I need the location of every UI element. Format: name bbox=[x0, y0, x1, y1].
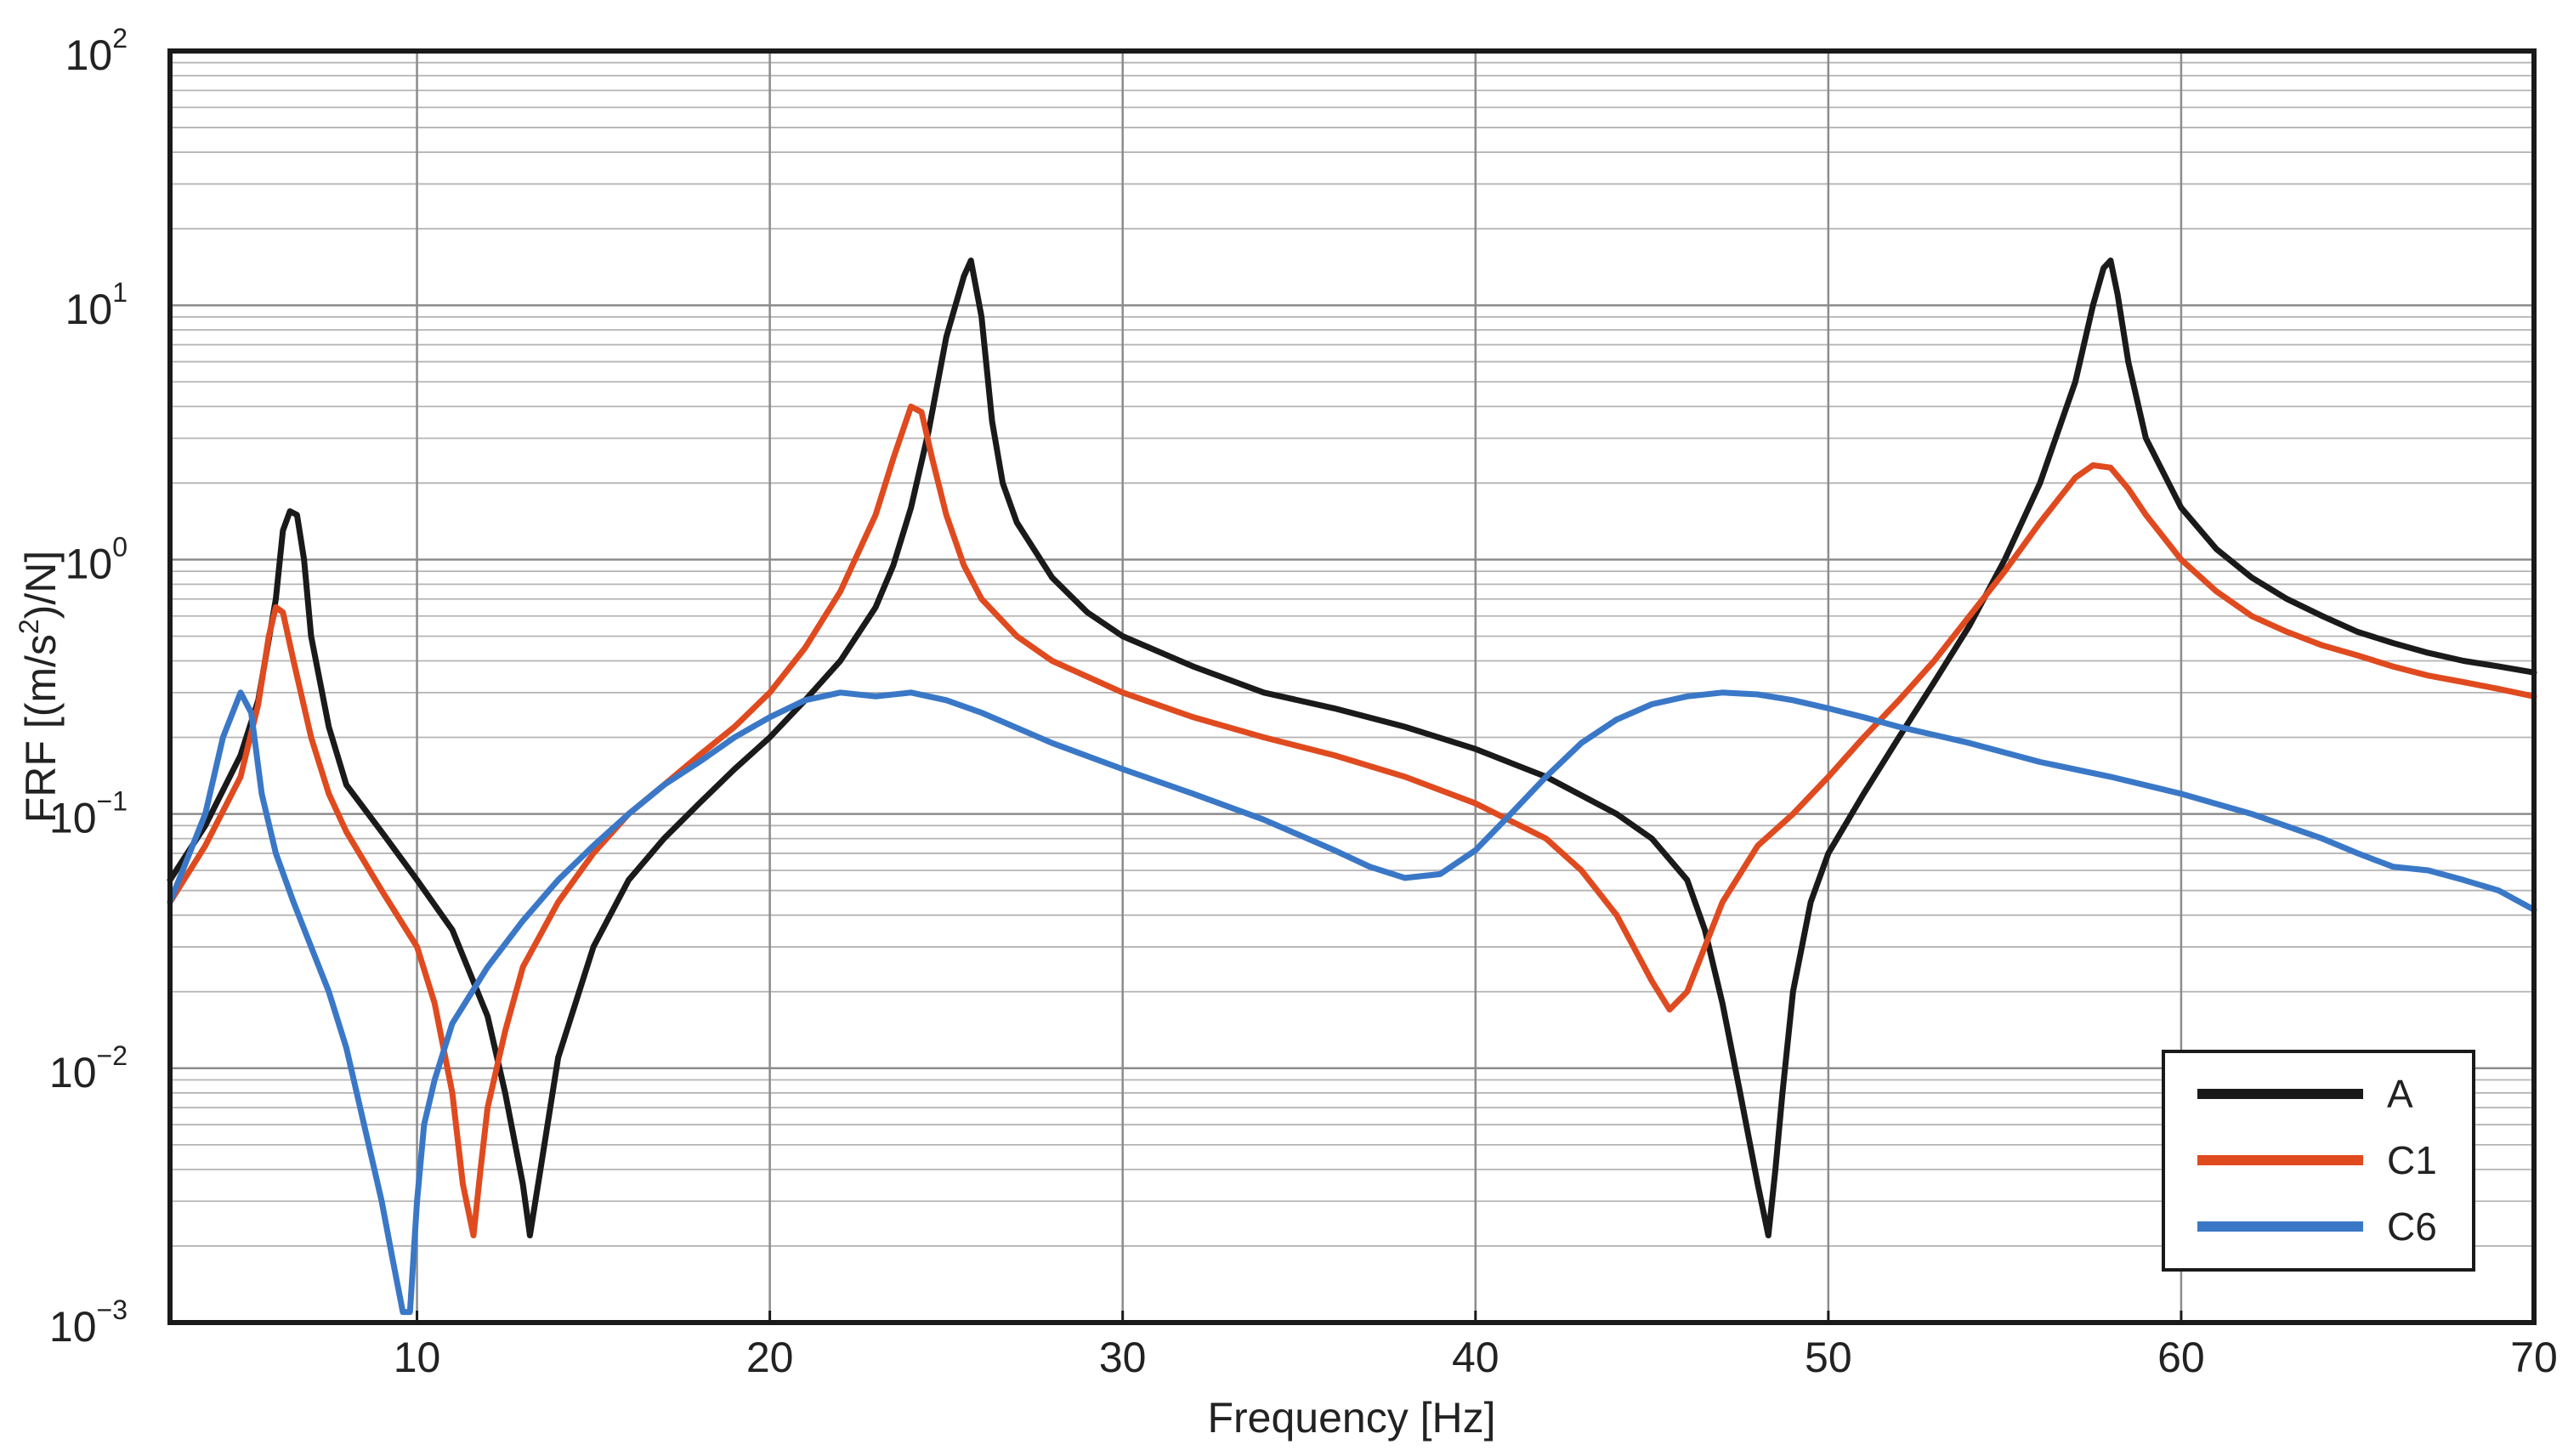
y-tick-label: 10−3 bbox=[49, 1295, 128, 1351]
y-axis-title-end: )/N] bbox=[17, 551, 65, 620]
y-tick-label: 102 bbox=[65, 23, 128, 79]
x-tick-label: 10 bbox=[394, 1334, 441, 1381]
axis-ticks: 10 20 30 40 50 60 70 10−3 10−2 10−1 100 101 102 bbox=[49, 23, 2558, 1381]
series-line-a bbox=[167, 258, 2537, 1238]
plot-frame bbox=[167, 48, 2537, 1325]
y-tick-label: 10−2 bbox=[49, 1040, 128, 1096]
x-tick-label: 70 bbox=[2510, 1334, 2558, 1381]
series-line-c6 bbox=[167, 689, 2537, 1316]
y-axis-title: FRF [(m/s2)/N] bbox=[14, 551, 65, 824]
y-tick-label: 101 bbox=[65, 277, 128, 333]
x-tick-label: 20 bbox=[746, 1334, 794, 1381]
y-axis-title-sup: 2 bbox=[14, 619, 44, 634]
x-tick-label: 50 bbox=[1805, 1334, 1852, 1381]
x-tick-label: 60 bbox=[2157, 1334, 2205, 1381]
series-line-c1 bbox=[167, 403, 2537, 1238]
legend-label-c6: C6 bbox=[2387, 1204, 2437, 1249]
grid bbox=[170, 51, 2534, 1323]
legend-label-a: A bbox=[2387, 1072, 2413, 1116]
x-tick-label: 30 bbox=[1099, 1334, 1147, 1381]
legend: A C1 C6 bbox=[2162, 1050, 2475, 1272]
y-axis-title-main: FRF [(m/s bbox=[17, 634, 65, 823]
legend-label-c1: C1 bbox=[2387, 1138, 2437, 1182]
y-tick-label: 100 bbox=[65, 531, 128, 587]
y-tick-label: 10−1 bbox=[49, 786, 128, 842]
series-group bbox=[167, 258, 2537, 1316]
x-axis-title: Frequency [Hz] bbox=[1207, 1394, 1495, 1442]
x-tick-label: 40 bbox=[1452, 1334, 1499, 1381]
